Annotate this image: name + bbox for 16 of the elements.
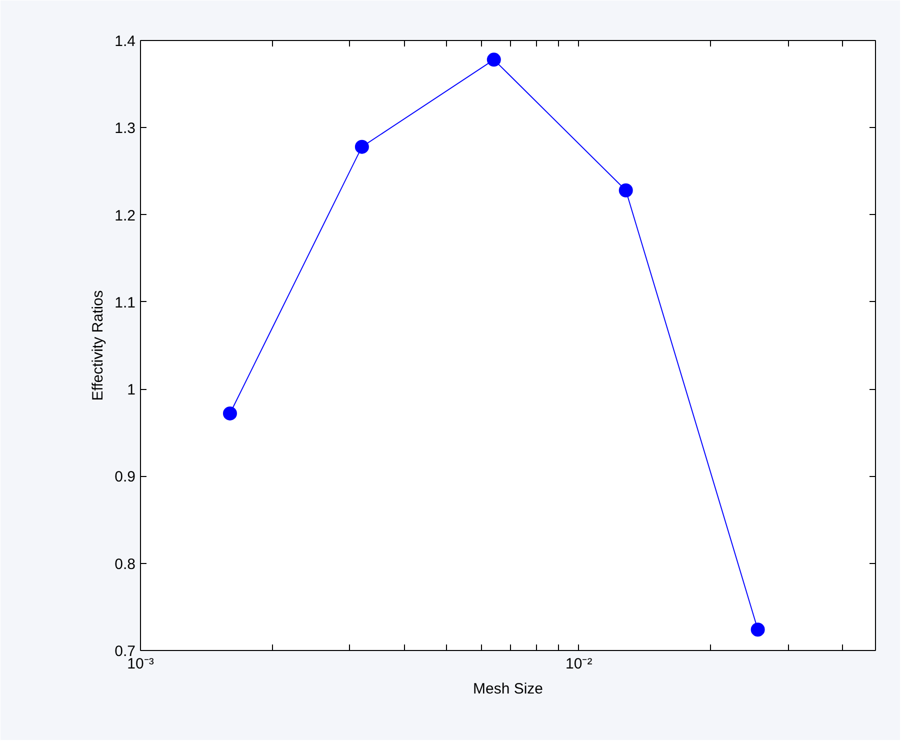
point [354, 140, 369, 154]
y-tick-label: 1.1 [114, 294, 136, 312]
y-tick-label: 0.8 [114, 556, 136, 573]
y-tick-label: 0.9 [114, 468, 136, 486]
y-tick-label: 1.4 [114, 33, 136, 50]
x-axis-title: Mesh Size [472, 680, 544, 698]
x-tick-label: 10⁻³ [127, 656, 154, 672]
point [222, 406, 237, 420]
point [486, 52, 501, 67]
point [750, 622, 765, 637]
y-tick-label: 1.2 [114, 207, 136, 224]
y-tick-label: 1.3 [114, 120, 136, 138]
y-tick-label: 1 [127, 382, 136, 399]
y-axis-title: Effectivity Ratios [90, 290, 107, 401]
x-tick-label: 10⁻² [566, 656, 592, 672]
point [618, 183, 633, 198]
